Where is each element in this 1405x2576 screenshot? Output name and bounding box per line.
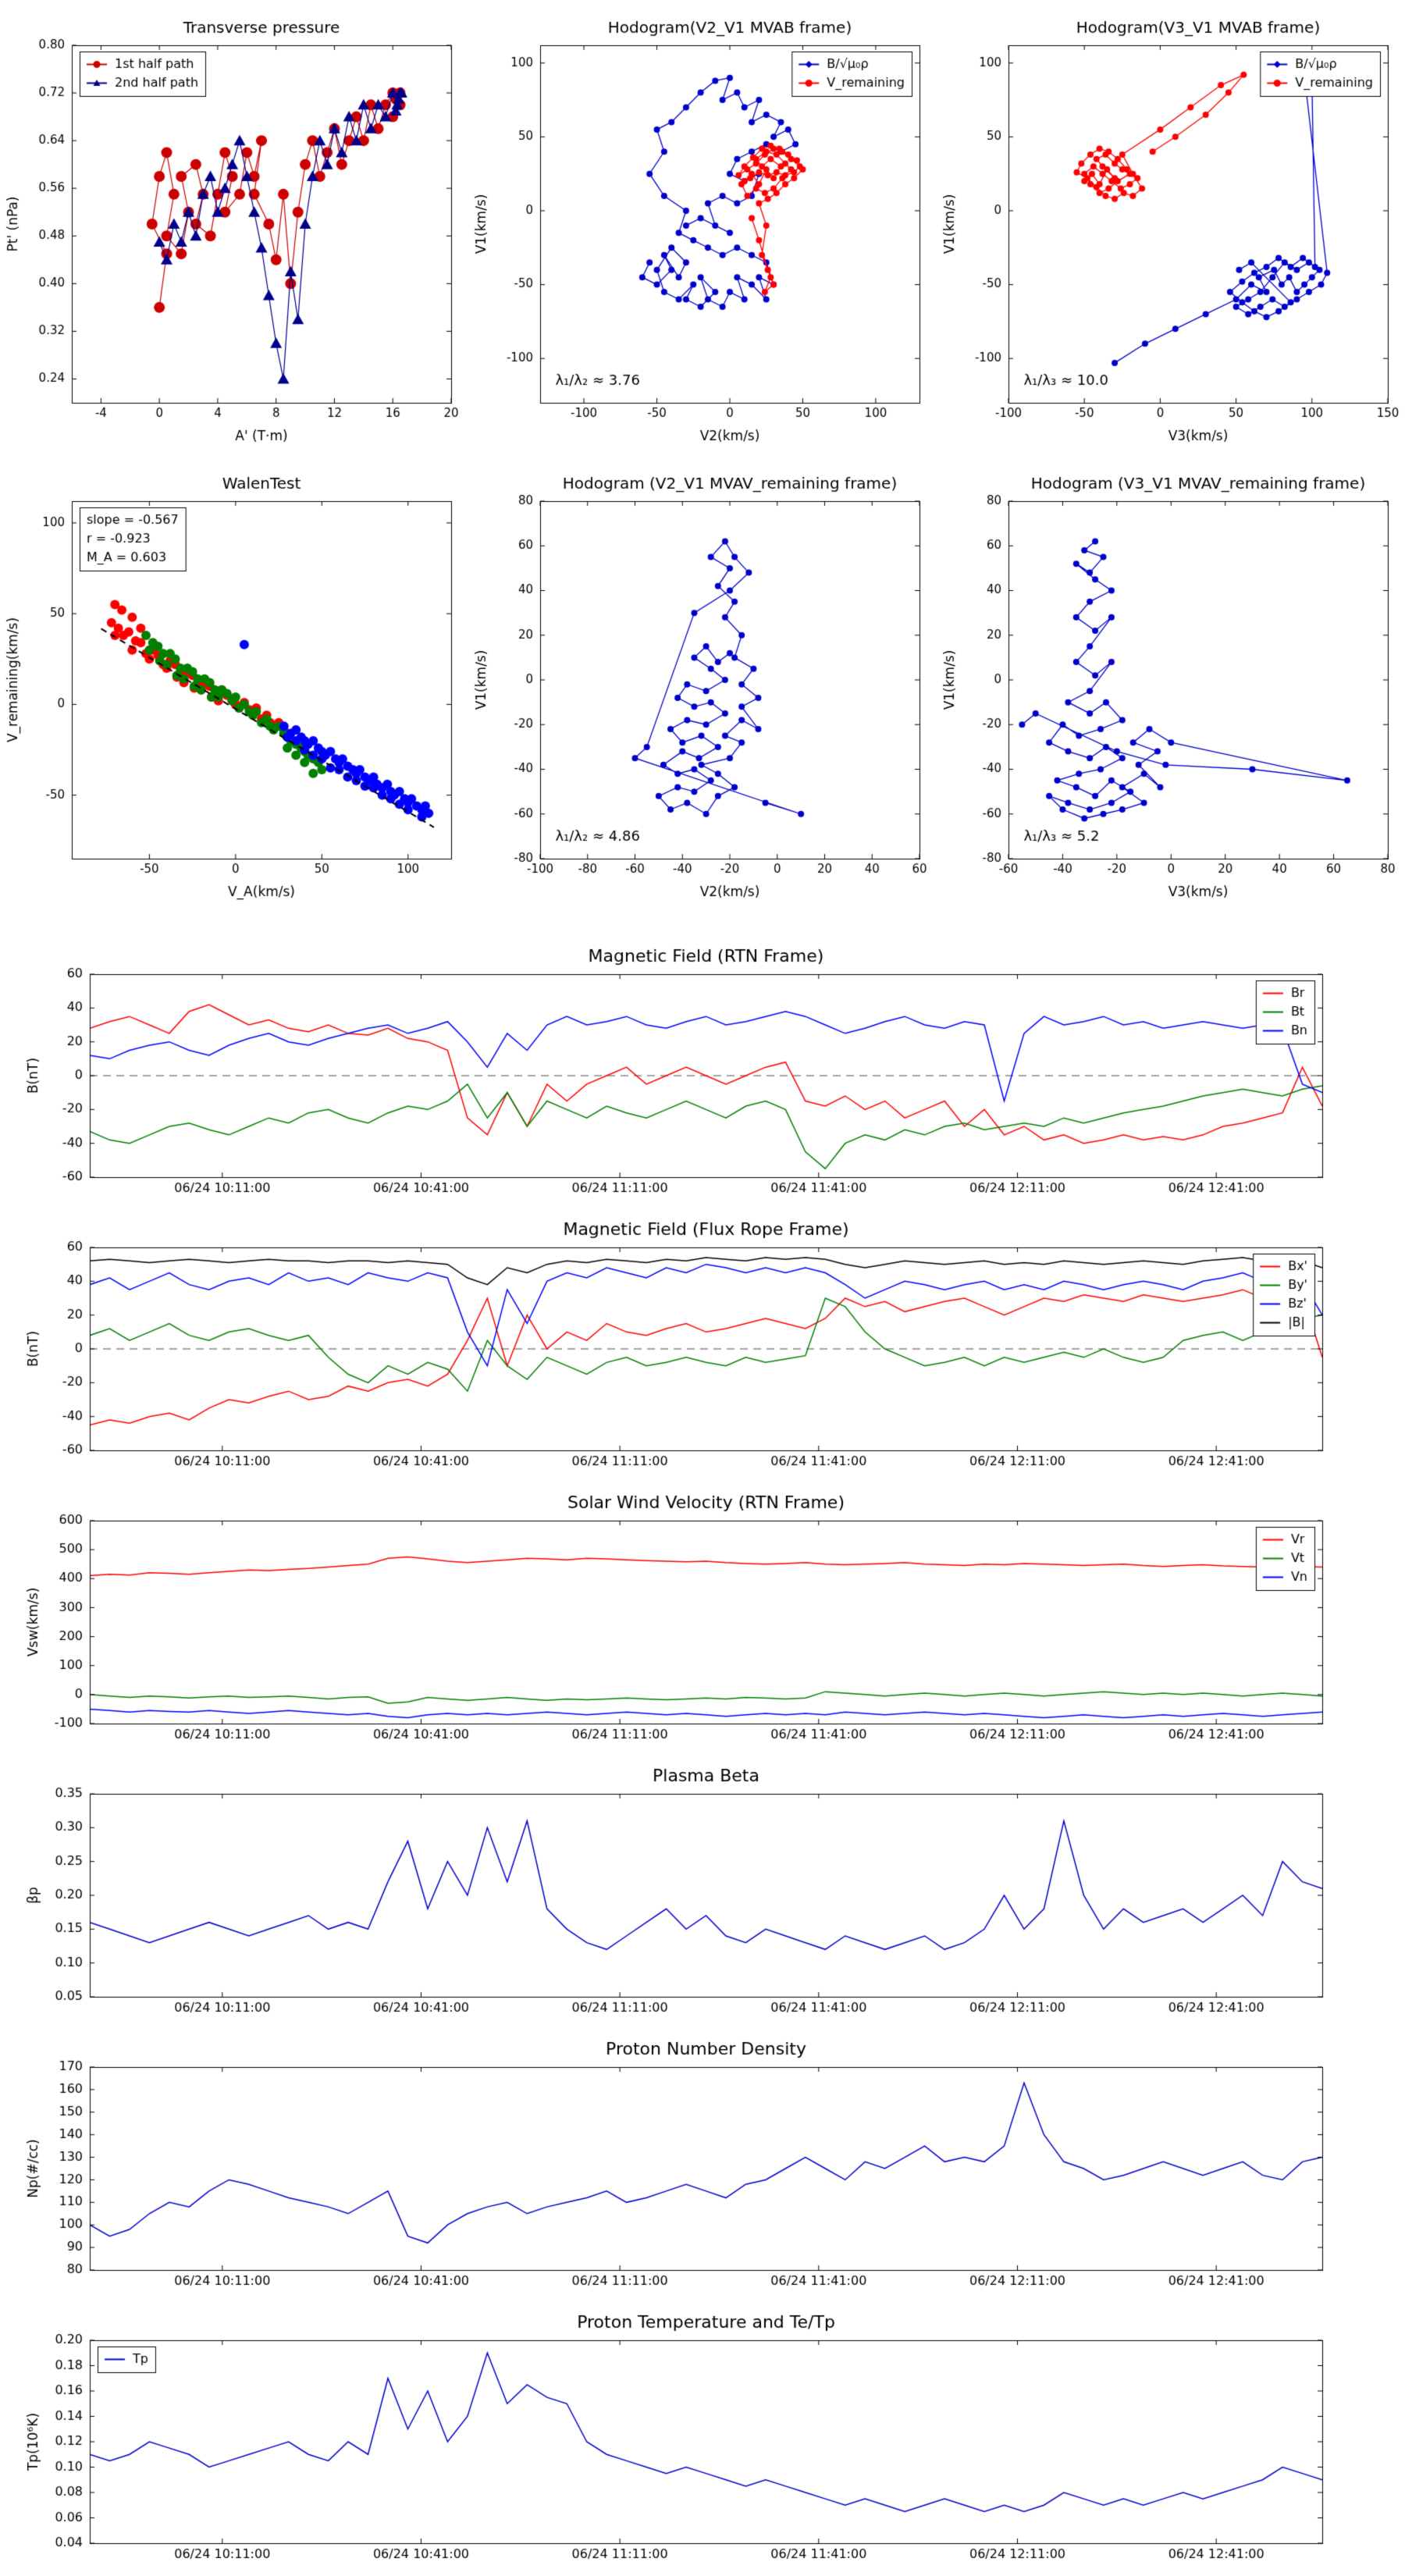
chart-plasma-beta xyxy=(0,1758,1405,2031)
panel-hodogram-v3v1-mvab xyxy=(937,6,1405,451)
chart-walen-test xyxy=(0,462,468,907)
chart-hodogram-v3v1-mvab xyxy=(937,6,1405,451)
hodogram-row-1 xyxy=(0,6,1405,451)
chart-hodogram-v2v1-mvav xyxy=(468,462,937,907)
panel-walen-test xyxy=(0,462,468,907)
panel-magnetic-field-flux-rope xyxy=(0,1212,1405,1485)
chart-magnetic-field-flux-rope xyxy=(0,1212,1405,1485)
chart-proton-density xyxy=(0,2031,1405,2304)
panel-plasma-beta xyxy=(0,1758,1405,2031)
chart-solar-wind-velocity xyxy=(0,1485,1405,1758)
chart-transverse-pressure xyxy=(0,6,468,451)
chart-hodogram-v2v1-mvab xyxy=(468,6,937,451)
panel-transverse-pressure xyxy=(0,6,468,451)
panel-hodogram-v3v1-mvav xyxy=(937,462,1405,907)
panel-proton-density xyxy=(0,2031,1405,2304)
panel-proton-temperature xyxy=(0,2304,1405,2576)
panel-hodogram-v2v1-mvab xyxy=(468,6,937,451)
chart-hodogram-v3v1-mvav xyxy=(937,462,1405,907)
panel-solar-wind-velocity xyxy=(0,1485,1405,1758)
chart-proton-temperature xyxy=(0,2304,1405,2576)
chart-magnetic-field-rtn xyxy=(0,938,1405,1212)
panel-hodogram-v2v1-mvav xyxy=(468,462,937,907)
hodogram-row-2 xyxy=(0,462,1405,907)
panel-magnetic-field-rtn xyxy=(0,938,1405,1212)
